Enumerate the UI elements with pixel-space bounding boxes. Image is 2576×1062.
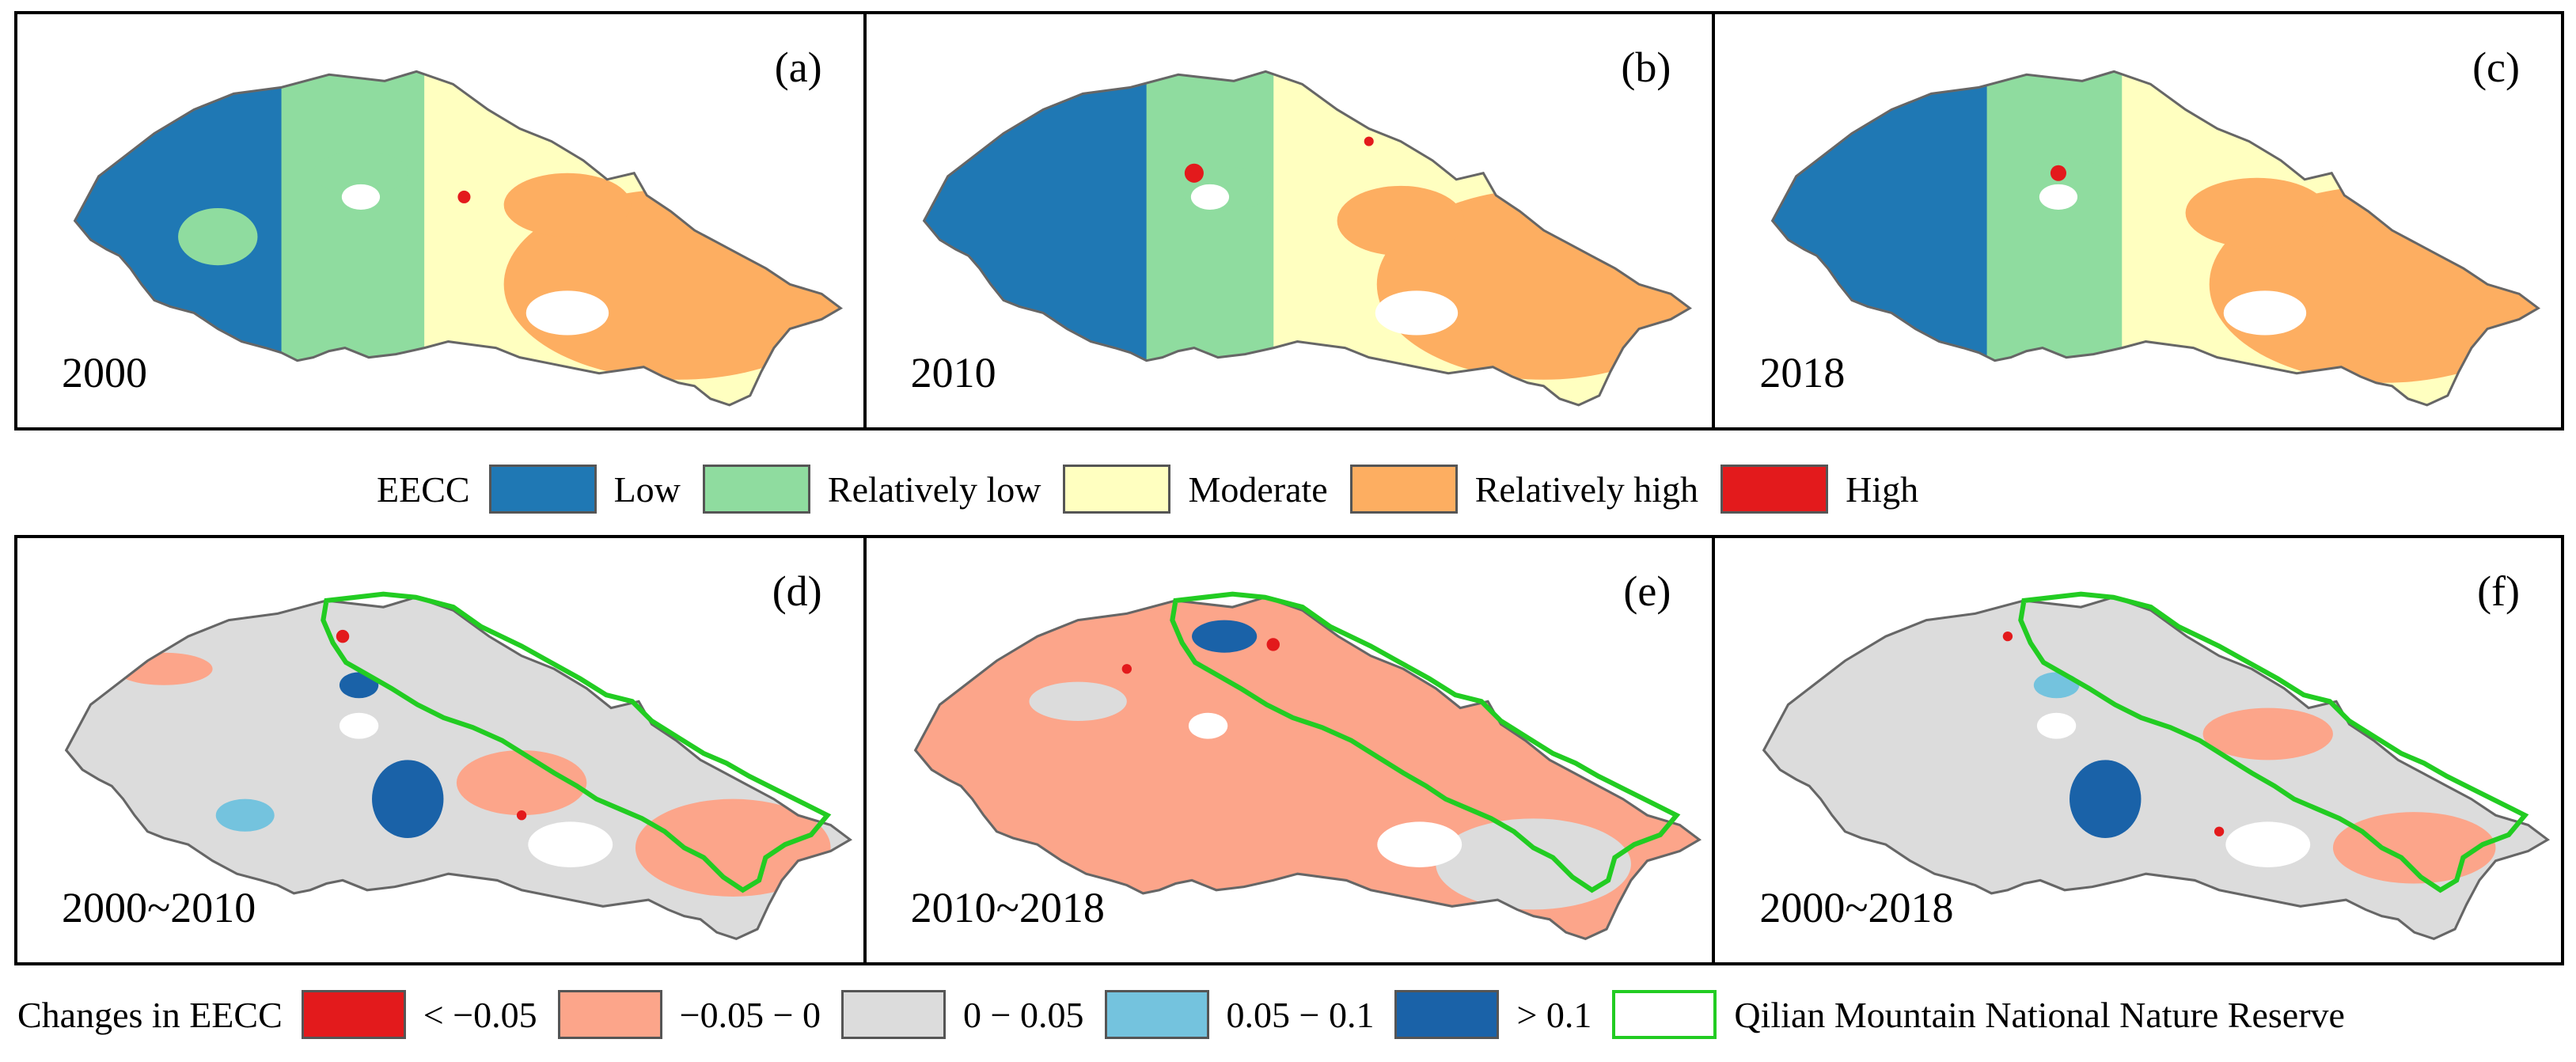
legend-item-neg005-0: −0.05 − 0 [557, 990, 821, 1039]
legend-label: Low [613, 468, 681, 510]
eecc-legend: EECC Low Relatively low Moderate Relativ… [377, 462, 1941, 516]
legend-swatch [702, 465, 810, 514]
legend-label: Relatively low [827, 468, 1041, 510]
panel-label: (a) [774, 44, 822, 91]
legend-item-gt-01: > 0.1 [1394, 990, 1592, 1039]
legend-item-high: High [1720, 465, 1918, 514]
legend-item-relatively-high: Relatively high [1349, 465, 1699, 514]
eecc-map-2000 [74, 70, 842, 407]
legend-item-005-01: 0.05 − 0.1 [1104, 990, 1375, 1039]
change-legend: Changes in EECC < −0.05 −0.05 − 0 0 − 0.… [17, 988, 2365, 1041]
panel-label: (c) [2472, 44, 2521, 91]
legend-item-low: Low [488, 465, 681, 514]
panel-a: (a) 2000 [17, 14, 863, 427]
panel-b: (b) 2010 [863, 14, 1713, 427]
legend-swatch [488, 465, 597, 514]
panel-label: (b) [1621, 44, 1671, 91]
panel-d: (d) 2000~2010 [17, 538, 863, 962]
legend-swatch [841, 990, 947, 1039]
panel-year: 2000~2018 [1759, 884, 1954, 931]
change-map-2000-2018 [1762, 538, 2550, 940]
legend-swatch [557, 990, 662, 1039]
legend-swatch [1394, 990, 1500, 1039]
legend-swatch [1349, 465, 1458, 514]
legend-title: EECC [377, 468, 470, 510]
legend-label: −0.05 − 0 [679, 994, 821, 1035]
legend-label: Moderate [1188, 468, 1328, 510]
panel-label: (d) [772, 567, 822, 615]
legend-item-relatively-low: Relatively low [702, 465, 1041, 514]
legend-swatch-reserve [1612, 990, 1717, 1039]
legend-label: 0 − 0.05 [963, 994, 1084, 1035]
change-maps-row: (d) 2000~2010 (e) 2010~2018 [14, 535, 2564, 965]
panel-c: (c) 2018 [1712, 14, 2561, 427]
panel-year: 2018 [1759, 349, 1846, 396]
panel-e: (e) 2010~2018 [863, 538, 1713, 962]
panel-label: (e) [1623, 567, 1671, 615]
legend-label: Qilian Mountain National Nature Reserve [1734, 994, 2345, 1035]
eecc-map-2018 [1771, 70, 2540, 407]
panel-year: 2010~2018 [910, 884, 1105, 931]
status-maps-row: (a) 2000 (b) 2010 [14, 11, 2564, 430]
legend-item-lt-neg005: < −0.05 [301, 990, 537, 1039]
legend-label: Relatively high [1474, 468, 1699, 510]
legend-label: 0.05 − 0.1 [1226, 994, 1375, 1035]
legend-swatch [1104, 990, 1209, 1039]
legend-item-reserve: Qilian Mountain National Nature Reserve [1612, 990, 2345, 1039]
legend-title: Changes in EECC [17, 994, 283, 1035]
panel-year: 2000 [62, 349, 147, 396]
legend-swatch [301, 990, 406, 1039]
panel-year: 2000~2010 [62, 884, 256, 931]
legend-swatch [1720, 465, 1829, 514]
legend-label: > 0.1 [1516, 994, 1592, 1035]
change-map-2010-2018 [913, 538, 1701, 940]
legend-label: High [1846, 468, 1919, 510]
eecc-map-2010 [922, 70, 1691, 407]
legend-item-moderate: Moderate [1063, 465, 1328, 514]
legend-item-0-005: 0 − 0.05 [841, 990, 1084, 1039]
change-map-2000-2010 [65, 538, 852, 940]
panel-year: 2010 [910, 349, 996, 396]
panel-label: (f) [2477, 567, 2521, 615]
legend-label: < −0.05 [423, 994, 537, 1035]
panel-f: (f) 2000~2018 [1712, 538, 2561, 962]
legend-swatch [1063, 465, 1171, 514]
